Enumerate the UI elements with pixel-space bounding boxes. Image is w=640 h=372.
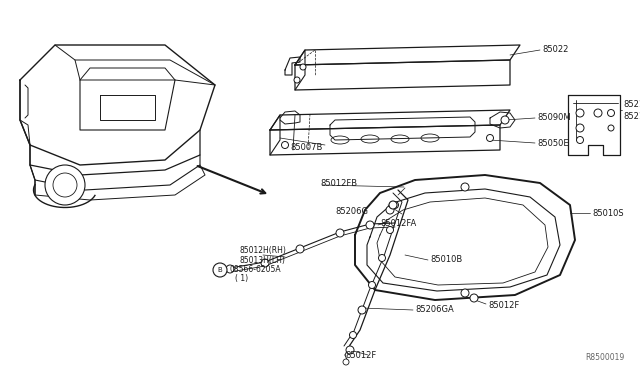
Circle shape — [346, 346, 354, 354]
Text: 85013H(LH): 85013H(LH) — [240, 256, 286, 264]
Circle shape — [576, 124, 584, 132]
Circle shape — [392, 202, 399, 208]
Circle shape — [282, 141, 289, 148]
Circle shape — [358, 306, 366, 314]
Circle shape — [261, 259, 269, 267]
Text: 85012F: 85012F — [345, 350, 376, 359]
Text: 85010S: 85010S — [592, 208, 623, 218]
Text: 85007B: 85007B — [291, 144, 323, 153]
Circle shape — [608, 125, 614, 131]
Text: 85010B: 85010B — [430, 256, 462, 264]
Circle shape — [349, 331, 356, 339]
Ellipse shape — [331, 136, 349, 144]
Circle shape — [296, 245, 304, 253]
Circle shape — [53, 173, 77, 197]
Circle shape — [226, 265, 234, 273]
Circle shape — [343, 359, 349, 365]
Text: 85050E: 85050E — [537, 138, 568, 148]
Circle shape — [294, 77, 300, 83]
Circle shape — [387, 227, 394, 234]
Circle shape — [386, 206, 394, 214]
Ellipse shape — [361, 135, 379, 143]
Text: 85012H(RH): 85012H(RH) — [240, 246, 287, 254]
Circle shape — [336, 229, 344, 237]
Circle shape — [366, 221, 374, 229]
Text: R8500019: R8500019 — [586, 353, 625, 362]
Circle shape — [300, 64, 306, 70]
Ellipse shape — [421, 134, 439, 142]
Circle shape — [369, 282, 376, 289]
Text: 85012FB: 85012FB — [320, 179, 357, 187]
Text: 85012F: 85012F — [488, 301, 519, 310]
Circle shape — [486, 135, 493, 141]
Circle shape — [577, 137, 584, 144]
Circle shape — [389, 201, 397, 209]
Circle shape — [607, 109, 614, 116]
Circle shape — [501, 116, 509, 124]
Circle shape — [576, 109, 584, 117]
Text: 85206G: 85206G — [335, 208, 368, 217]
Circle shape — [461, 289, 469, 297]
Text: 08566-6205A: 08566-6205A — [230, 266, 282, 275]
Circle shape — [213, 263, 227, 277]
Text: 85212(RH): 85212(RH) — [623, 100, 640, 109]
Circle shape — [594, 109, 602, 117]
Text: B: B — [218, 267, 222, 273]
Circle shape — [470, 294, 478, 302]
Circle shape — [378, 254, 385, 262]
Circle shape — [461, 183, 469, 191]
Text: ( 1): ( 1) — [235, 275, 248, 283]
Text: 85090M: 85090M — [537, 113, 571, 122]
Circle shape — [358, 307, 365, 314]
Text: 85213(LH): 85213(LH) — [623, 112, 640, 122]
Text: 85012FA: 85012FA — [380, 218, 416, 228]
Text: 85206GA: 85206GA — [415, 305, 454, 314]
Circle shape — [45, 165, 85, 205]
Text: 85022: 85022 — [542, 45, 568, 55]
Ellipse shape — [391, 135, 409, 143]
